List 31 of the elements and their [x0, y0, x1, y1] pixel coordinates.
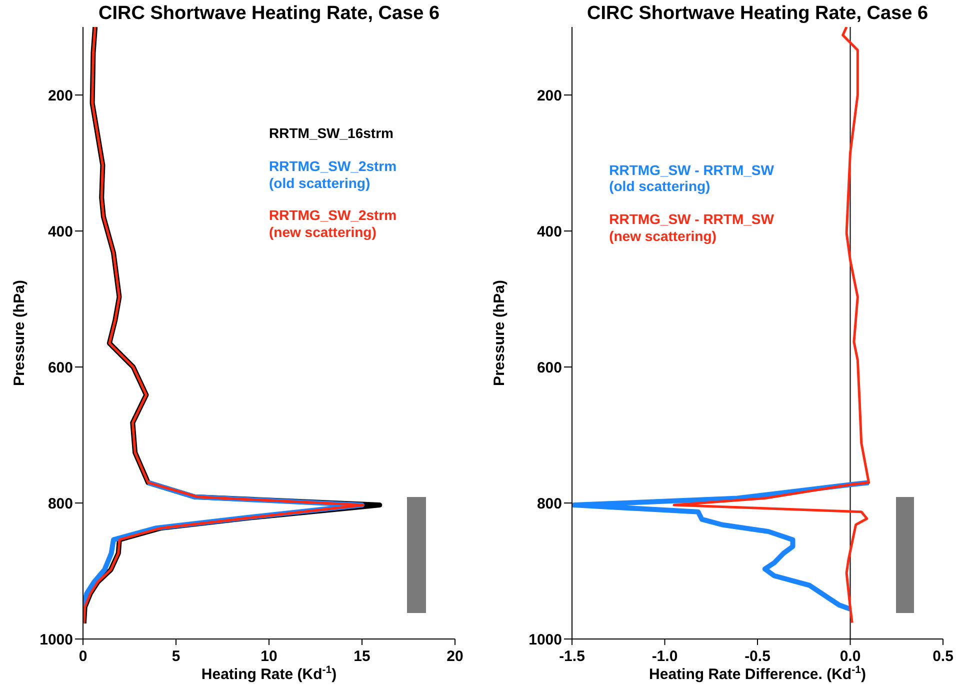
text: RRTMG_SW_2strm (old scattering) [269, 158, 397, 192]
x-tick-label: 0.5 [932, 648, 954, 665]
y-tick-label: 200 [48, 87, 73, 104]
chart-title: CIRC Shortwave Heating Rate, Case 6 [586, 3, 928, 24]
y-tick-label: 600 [48, 359, 73, 376]
x-tick-label: 10 [260, 648, 278, 665]
y-tick-label: 200 [536, 87, 562, 104]
x-tick-label: 0 [78, 648, 88, 665]
y-tick-label: 1000 [528, 631, 562, 648]
chart-title: CIRC Shortwave Heating Rate, Case 6 [98, 3, 440, 24]
x-tick-label: 15 [354, 648, 370, 665]
y-tick-label: 600 [536, 359, 562, 376]
x-axis-title: Heating Rate Difference. (Kd$^{-1}$) [649, 664, 866, 683]
text: RRTMG_SW - RRTM_SW (new scattering) [609, 211, 774, 245]
x-tick-label: 5 [172, 648, 180, 665]
text: RRTM_SW_16strm [269, 124, 394, 142]
y-tick-label: 400 [536, 223, 562, 240]
y-axis-title: Pressure (hPa) [11, 280, 28, 386]
y-axis-title: Pressure (hPa) [491, 280, 508, 386]
y-tick-label: 400 [48, 223, 73, 240]
x-tick-label: -1.5 [559, 648, 585, 665]
x-tick-label: 20 [446, 648, 464, 665]
y-tick-label: 800 [48, 495, 73, 512]
x-tick-label: 0.0 [840, 648, 861, 665]
text: RRTMG_SW - RRTM_SW (old scattering) [609, 162, 774, 196]
y-tick-label: 1000 [40, 631, 73, 648]
y-tick-label: 800 [536, 495, 562, 512]
x-tick-label: -0.5 [744, 648, 770, 665]
x-tick-label: -1.0 [652, 648, 678, 665]
text: RRTMG_SW_2strm (new scattering) [269, 207, 397, 241]
x-axis-title: Heating Rate (Kd$^{-1}$) [201, 664, 337, 683]
